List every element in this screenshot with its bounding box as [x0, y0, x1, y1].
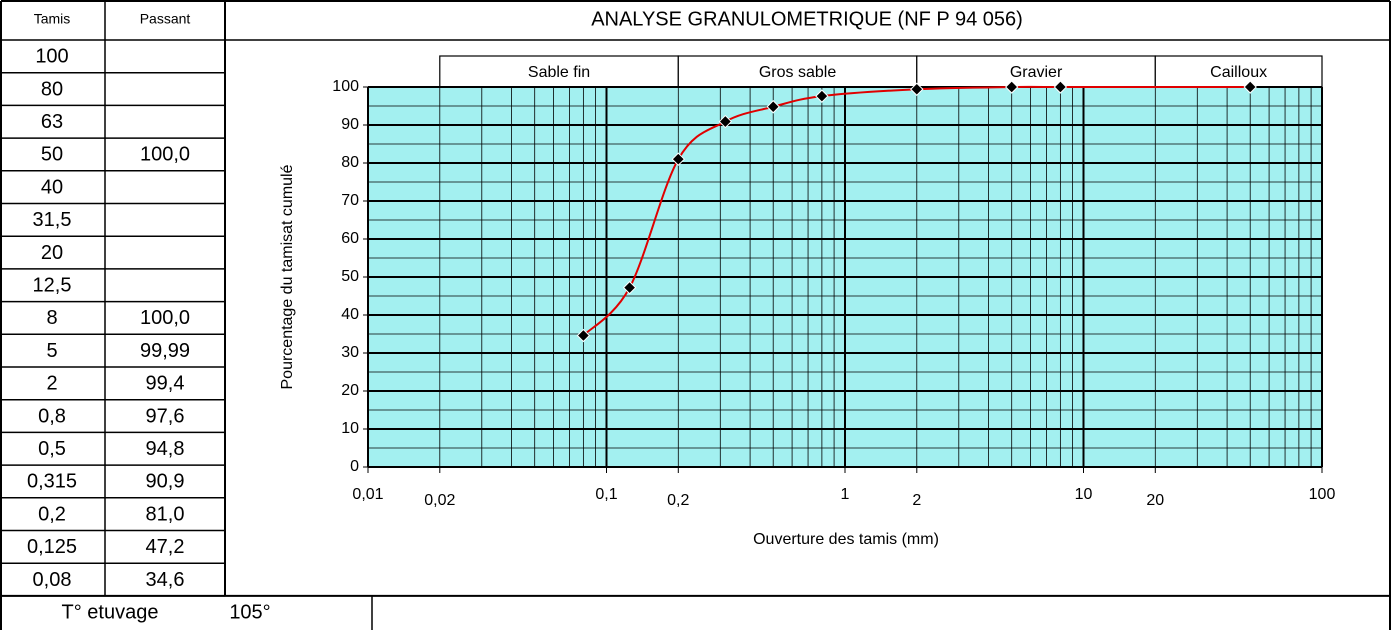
y-tick-label: 100 — [332, 78, 359, 95]
x-tick-label: 0,01 — [352, 486, 383, 503]
table-cell: 99,4 — [146, 373, 185, 395]
table-cell: 63 — [41, 111, 63, 133]
table-cell: 8 — [46, 307, 57, 329]
y-tick-label: 20 — [341, 382, 359, 399]
y-tick-label: 90 — [341, 116, 359, 133]
table-cell: 94,8 — [146, 438, 185, 460]
y-tick-label: 10 — [341, 420, 359, 437]
table-cell: 0,5 — [38, 438, 66, 460]
marker — [718, 114, 733, 129]
y-tick-label: 80 — [341, 154, 359, 171]
table-header: Tamis — [34, 11, 71, 27]
table-cell: 34,6 — [146, 569, 185, 591]
table-cell: 100 — [35, 46, 68, 68]
table-cell: 20 — [41, 242, 63, 264]
x-tick-label: 0,2 — [667, 492, 689, 509]
marker — [622, 280, 637, 295]
table-cell: 2 — [46, 373, 57, 395]
curve — [582, 85, 1251, 337]
table-cell: 12,5 — [33, 275, 72, 297]
table-cell: 40 — [41, 176, 63, 198]
x-tick-label: 100 — [1309, 486, 1336, 503]
x-tick-label: 2 — [912, 492, 921, 509]
zone-label: Cailloux — [1210, 64, 1267, 81]
y-tick-label: 70 — [341, 192, 359, 209]
y-tick-label: 50 — [341, 268, 359, 285]
zone-label: Gros sable — [759, 64, 836, 81]
y-tick-label: 30 — [341, 344, 359, 361]
marker — [576, 328, 591, 343]
table-cell: 97,6 — [146, 405, 185, 427]
marker — [1053, 80, 1068, 94]
zone-label: Gravier — [1010, 64, 1063, 81]
footer-value: 105° — [229, 602, 270, 624]
table-cell: 31,5 — [33, 209, 72, 231]
zone-box — [677, 55, 918, 88]
table-cell: 81,0 — [146, 503, 185, 525]
table-header: Passant — [140, 11, 191, 27]
table-cell: 99,99 — [140, 340, 190, 362]
marker — [1004, 80, 1019, 94]
marker — [671, 152, 686, 166]
table-cell: 0,8 — [38, 405, 66, 427]
x-axis-title: Ouverture des tamis (mm) — [753, 531, 939, 548]
table-cell: 50 — [41, 144, 63, 166]
table-cell: 90,9 — [146, 471, 185, 493]
zone-box — [1154, 55, 1323, 88]
zone-box — [916, 55, 1156, 88]
chart-title: ANALYSE GRANULOMETRIQUE (NF P 94 056) — [591, 8, 1023, 30]
table-cell: 80 — [41, 78, 63, 100]
y-tick-label: 60 — [341, 230, 359, 247]
x-tick-label: 10 — [1075, 486, 1093, 503]
table-cell: 100,0 — [140, 307, 190, 329]
table-cell: 0,125 — [27, 536, 77, 558]
marker — [1243, 80, 1257, 94]
marker — [815, 89, 829, 103]
footer-label: T° etuvage — [62, 602, 159, 624]
zone-label: Sable fin — [528, 64, 590, 81]
table-cell: 47,2 — [146, 536, 185, 558]
y-tick-label: 0 — [350, 458, 359, 475]
marker — [766, 100, 780, 114]
table-cell: 100,0 — [140, 144, 190, 166]
x-tick-label: 20 — [1146, 492, 1164, 509]
table-cell: 0,2 — [38, 503, 66, 525]
x-tick-label: 1 — [841, 486, 850, 503]
table-cell: 0,08 — [33, 569, 72, 591]
y-axis-title: Pourcentage du tamisat cumulé — [279, 164, 296, 389]
y-tick-label: 40 — [341, 306, 359, 323]
x-tick-label: 0,1 — [595, 486, 617, 503]
marker — [910, 82, 924, 96]
x-tick-label: 0,02 — [424, 492, 455, 509]
table-cell: 0,315 — [27, 471, 77, 493]
table-cell: 5 — [46, 340, 57, 362]
